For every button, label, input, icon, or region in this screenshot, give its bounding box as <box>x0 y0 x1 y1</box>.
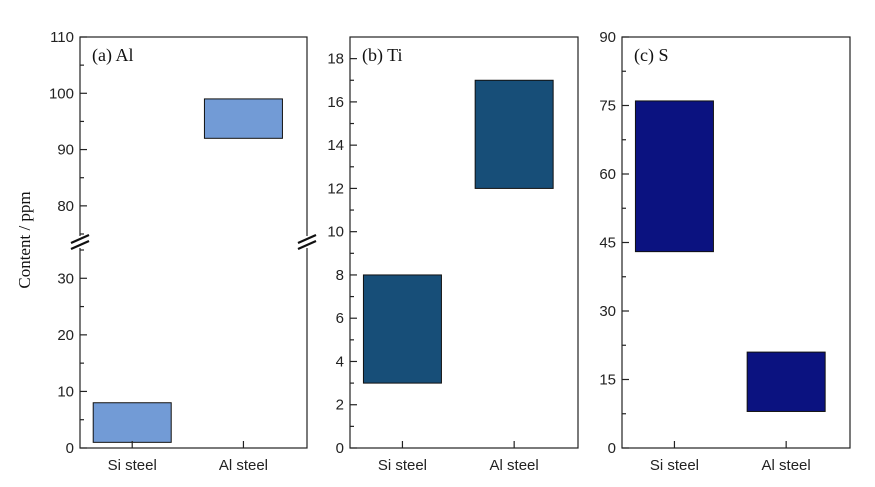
y-tick-label: 110 <box>50 29 74 46</box>
y-tick-label: 14 <box>327 137 344 154</box>
bar-si-steel <box>92 402 172 443</box>
y-tick-label: 45 <box>599 235 616 252</box>
y-tick-label: 60 <box>599 166 616 183</box>
axis-break-mark <box>297 239 317 251</box>
panel-1: 0 2 4 6 8 10 12 14 16 18 Si steel Al steel (b) Ti <box>327 36 579 474</box>
panel-0: 0 10 20 30 80 90 100 110 Si steel Al steel (a) Al <box>49 29 317 474</box>
panel-2: 0 15 30 45 60 75 90 Si steel Al steel (c) S <box>599 29 851 474</box>
bar-si-steel <box>362 274 442 384</box>
bar-al-steel <box>203 98 283 139</box>
axis-break-mark <box>297 233 317 245</box>
panel-title: (a) Al <box>92 45 133 66</box>
y-tick-label: 4 <box>336 353 344 370</box>
x-tick-label: Si steel <box>650 457 699 474</box>
axis-break-mark <box>70 239 90 251</box>
y-tick-label: 16 <box>327 94 344 111</box>
y-tick-label: 10 <box>327 224 344 241</box>
bar-si-steel <box>634 100 714 253</box>
plot-frame <box>349 36 579 449</box>
bar-al-steel <box>746 351 826 412</box>
x-tick-label: Al steel <box>219 457 268 474</box>
x-tick-label: Si steel <box>108 457 157 474</box>
y-tick-label: 0 <box>66 440 74 457</box>
y-tick-label: 80 <box>57 198 74 215</box>
panel-title: (c) S <box>634 45 669 66</box>
y-tick-label: 12 <box>327 180 344 197</box>
y-tick-label: 100 <box>49 85 74 102</box>
y-tick-label: 6 <box>336 310 344 327</box>
axis-break-mark <box>70 233 90 245</box>
y-tick-label: 90 <box>599 29 616 46</box>
panel-title: (b) Ti <box>362 45 403 66</box>
x-tick-label: Al steel <box>762 457 811 474</box>
y-axis-label: Content / ppm <box>15 191 34 288</box>
y-tick-label: 10 <box>57 383 74 400</box>
y-tick-label: 30 <box>57 270 74 287</box>
y-tick-label: 20 <box>57 327 74 344</box>
axis-break-gap <box>73 236 87 248</box>
y-tick-label: 2 <box>336 397 344 414</box>
y-tick-label: 8 <box>336 267 344 284</box>
y-tick-label: 75 <box>599 98 616 115</box>
y-tick-label: 18 <box>327 51 344 68</box>
y-tick-label: 0 <box>608 440 616 457</box>
y-tick-label: 15 <box>599 372 616 389</box>
y-tick-label: 30 <box>599 303 616 320</box>
y-tick-label: 90 <box>57 142 74 159</box>
x-tick-label: Al steel <box>490 457 539 474</box>
y-tick-label: 0 <box>336 440 344 457</box>
x-tick-label: Si steel <box>378 457 427 474</box>
bar-al-steel <box>474 79 554 189</box>
axis-break-gap <box>300 236 314 248</box>
